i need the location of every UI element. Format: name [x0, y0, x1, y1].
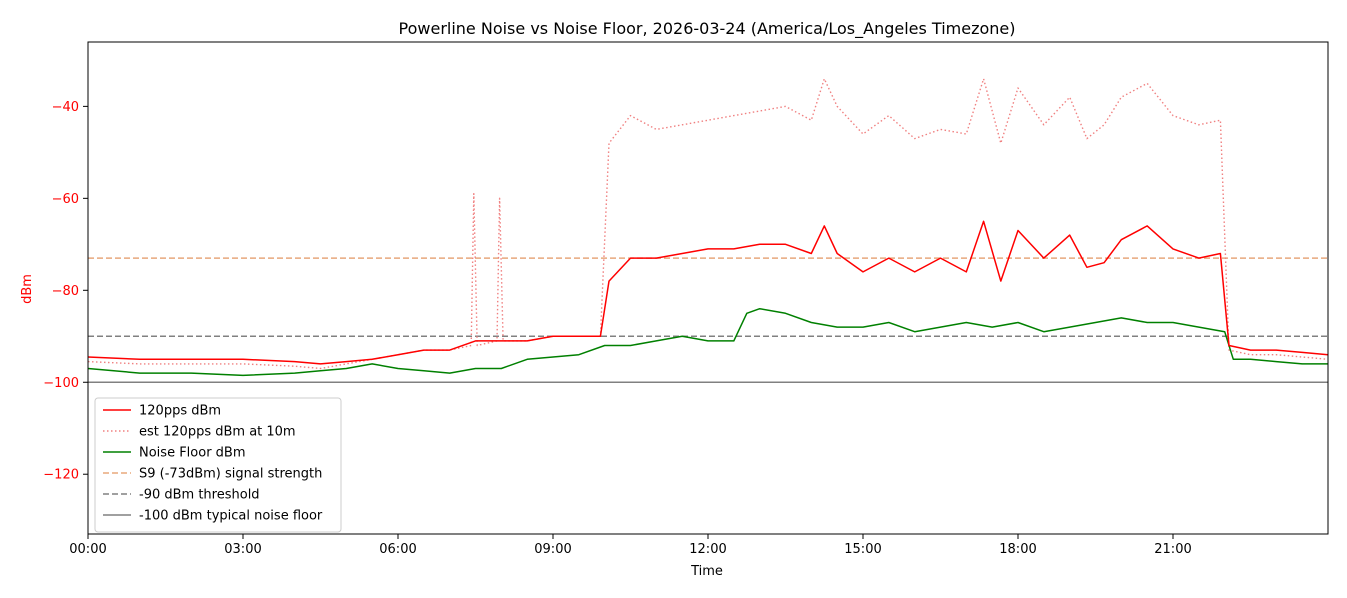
legend-label-90-dbm-threshold: -90 dBm threshold — [139, 488, 260, 503]
y-tick-label: −80 — [52, 284, 79, 299]
series-line-noise-floor-dbm — [88, 307, 1328, 377]
legend-label-100-dbm-typical-noise-floor: -100 dBm typical noise floor — [139, 509, 323, 524]
series-line-120pps-dbm — [88, 220, 1328, 365]
x-tick-label: 03:00 — [224, 542, 261, 557]
x-axis-label: Time — [690, 564, 723, 579]
x-tick-label: 21:00 — [1154, 542, 1191, 557]
y-axis-label: dBm — [20, 274, 35, 304]
y-tick-label: −60 — [52, 192, 79, 207]
legend-label-s9-73dbm-signal-strength: S9 (-73dBm) signal strength — [139, 467, 322, 482]
legend-label-noise-floor-dbm: Noise Floor dBm — [139, 446, 246, 461]
legend: 120pps dBm est 120pps dBm at 10m Noise Flo… — [94, 397, 342, 533]
legend-box — [94, 397, 342, 533]
x-tick-label: 18:00 — [999, 542, 1036, 557]
x-tick-label: 00:00 — [69, 542, 106, 557]
x-tick-label: 12:00 — [689, 542, 726, 557]
legend-label-est-120pps-dbm-at-10m: est 120pps dBm at 10m — [139, 425, 296, 440]
x-tick-label: 06:00 — [379, 542, 416, 557]
y-tick-label: −40 — [52, 100, 79, 115]
y-tick-label: −120 — [43, 468, 79, 483]
chart-title: Powerline Noise vs Noise Floor, 2026-03-… — [399, 19, 1016, 39]
axes: 00:00 03:00 06:00 09:00 12:00 15:00 18:00 21:00… — [43, 41, 1329, 557]
plot-area — [88, 78, 1328, 384]
series-line-est-120pps-dbm-at-10m — [88, 78, 1328, 370]
legend-label-120pps-dbm: 120pps dBm — [139, 404, 221, 419]
x-tick-label: 09:00 — [534, 542, 571, 557]
y-tick-label: −100 — [43, 376, 79, 391]
x-tick-label: 15:00 — [844, 542, 881, 557]
